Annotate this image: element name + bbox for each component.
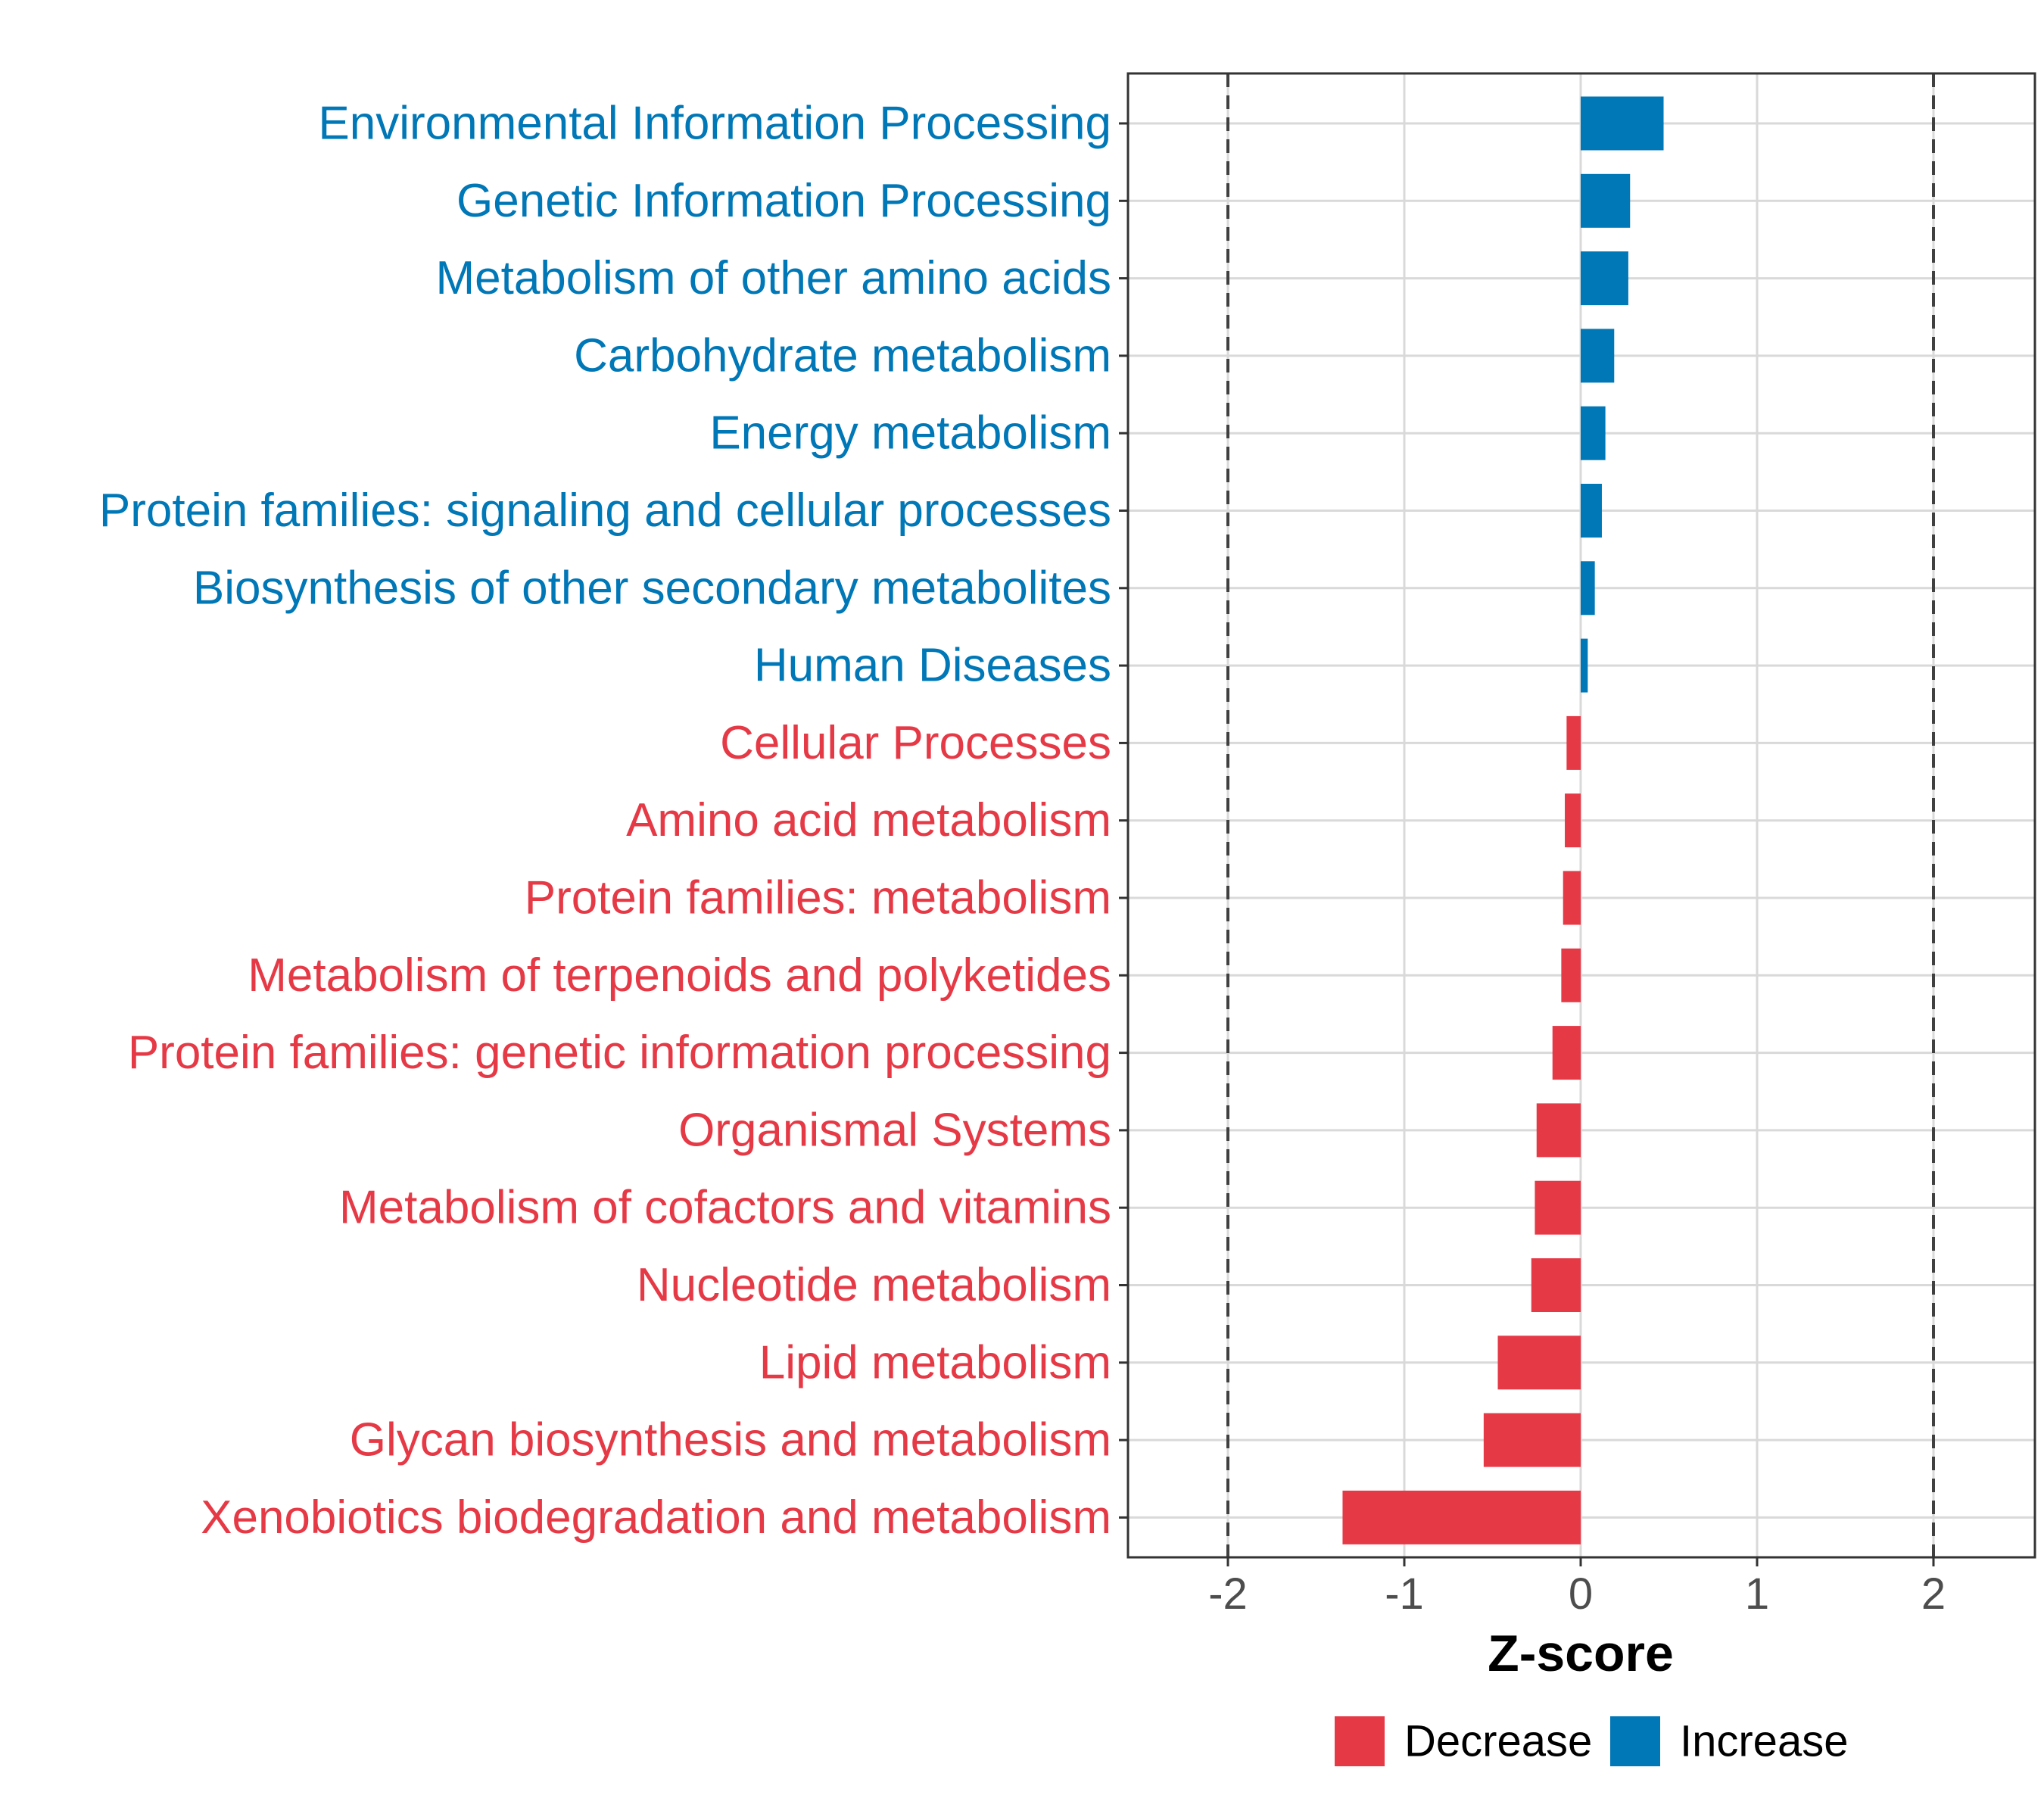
legend-key [1335,1716,1385,1766]
bar [1483,1413,1581,1467]
bar [1581,638,1588,693]
x-axis-title: Z-score [1488,1625,1674,1682]
legend-label: Decrease [1404,1717,1592,1766]
category-label: Xenobiotics biodegradation and metabolis… [201,1491,1111,1544]
bars [1342,96,1664,1544]
category-label: Amino acid metabolism [626,794,1111,846]
bar [1566,715,1581,770]
bar [1342,1490,1581,1544]
category-label: Metabolism of other amino acids [435,252,1111,304]
category-labels: Environmental Information Processing Gene… [99,98,1128,1544]
x-tick-label: -1 [1385,1569,1424,1619]
category-label: Biosynthesis of other secondary metaboli… [193,562,1111,614]
category-label: Nucleotide metabolism [637,1259,1111,1311]
x-tick-label: -2 [1208,1569,1248,1619]
bar [1497,1335,1581,1390]
bar [1581,329,1615,383]
category-label: Metabolism of terpenoids and polyketides [248,949,1111,1002]
x-tick-label: 0 [1569,1569,1593,1619]
bar [1581,173,1631,228]
x-axis: -2 -1 0 1 2 [1208,1557,1946,1619]
legend-key [1610,1716,1660,1766]
category-label: Environmental Information Processing [318,98,1111,150]
bar [1581,406,1606,460]
bar [1536,1103,1581,1158]
category-label: Organismal Systems [678,1104,1111,1156]
category-label: Human Diseases [754,640,1111,692]
legend-label: Increase [1680,1717,1848,1766]
bar [1581,251,1628,306]
reference-lines [1226,73,1935,1557]
bar [1565,793,1581,848]
x-tick-label: 2 [1921,1569,1946,1619]
category-label: Energy metabolism [709,407,1111,460]
legend: Decrease Increase [1335,1716,1848,1766]
category-label: Protein families: metabolism [525,872,1111,924]
x-tick-label: 1 [1745,1569,1769,1619]
category-label: Glycan biosynthesis and metabolism [350,1414,1111,1466]
bar [1563,871,1581,925]
bar [1535,1180,1581,1235]
category-label: Metabolism of cofactors and vitamins [339,1182,1111,1234]
category-label: Protein families: genetic information pr… [128,1027,1111,1079]
bar [1581,96,1664,151]
bar [1581,484,1602,538]
bar [1581,561,1595,616]
bar [1552,1026,1581,1080]
category-label: Protein families: signaling and cellular… [99,485,1111,537]
bar [1531,1258,1581,1312]
category-label: Genetic Information Processing [456,175,1111,227]
category-label: Lipid metabolism [759,1336,1111,1388]
bar [1561,948,1581,1002]
category-label: Carbohydrate metabolism [574,329,1111,382]
category-label: Cellular Processes [720,717,1111,769]
